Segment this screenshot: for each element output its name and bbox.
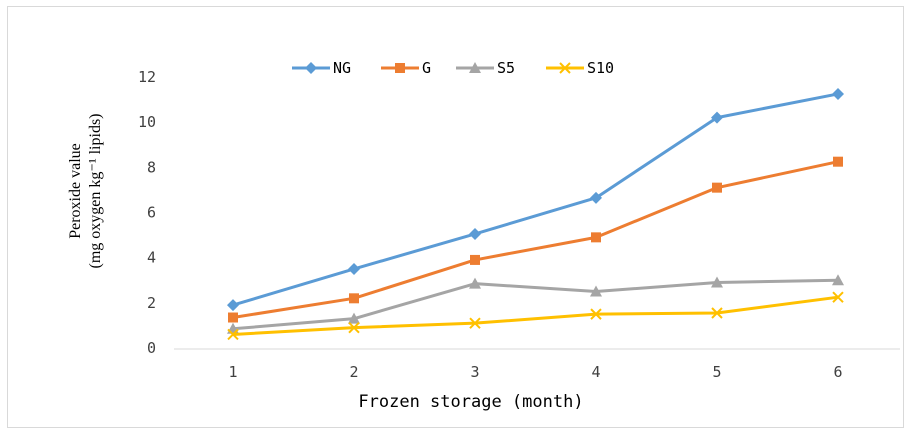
data-point: [349, 293, 359, 304]
legend-label: G: [422, 59, 431, 77]
data-point: [590, 285, 602, 297]
y-tick-label: 6: [147, 204, 156, 222]
x-tick-label: 5: [712, 363, 721, 381]
y-axis-ticks: 0 2 4 6 8 10 12: [138, 68, 156, 357]
data-point: [712, 182, 722, 193]
legend-item-ng: NG: [292, 59, 351, 77]
y-axis-title-line1: Peroxide value: [67, 143, 84, 239]
x-tick-label: 4: [591, 363, 600, 381]
legend: NG G S5 S10: [292, 59, 614, 77]
data-point: [470, 254, 480, 265]
y-axis-title: Peroxide value (mg oxygen kg⁻¹ lipids): [67, 113, 104, 268]
series-group: [227, 87, 844, 341]
y-tick-label: 10: [138, 113, 156, 131]
legend-item-g: G: [381, 59, 431, 77]
data-point: [591, 232, 601, 243]
legend-marker: [395, 63, 405, 73]
data-point: [348, 312, 360, 324]
legend-marker: [559, 62, 571, 74]
data-point: [832, 87, 844, 100]
data-point: [832, 291, 844, 303]
data-point: [227, 299, 239, 312]
y-tick-label: 0: [147, 339, 156, 357]
legend-label: NG: [333, 59, 351, 77]
data-point: [833, 156, 843, 167]
data-point: [348, 262, 360, 275]
data-point: [469, 277, 481, 289]
data-point: [228, 312, 238, 323]
series-line: [232, 92, 839, 307]
x-tick-label: 3: [470, 363, 479, 381]
data-point: [832, 274, 844, 286]
chart-area: [7, 6, 904, 428]
data-point: [711, 307, 723, 319]
data-point: [711, 276, 723, 288]
legend-marker: [469, 62, 481, 73]
y-tick-label: 12: [138, 68, 156, 86]
series-s10: [227, 291, 844, 341]
y-tick-label: 2: [147, 294, 156, 312]
data-point: [711, 111, 723, 124]
x-axis-ticks: 1 2 3 4 5 6: [228, 363, 842, 381]
x-axis-title: Frozen storage (month): [358, 392, 583, 412]
y-axis-title-line2: (mg oxygen kg⁻¹ lipids): [87, 113, 104, 268]
legend-marker: [305, 62, 317, 74]
data-point: [590, 191, 602, 204]
legend-label: S10: [587, 59, 614, 77]
series-line: [232, 278, 839, 331]
legend-item-s10: S10: [546, 59, 614, 77]
data-point: [469, 227, 481, 240]
data-point: [227, 328, 239, 341]
x-tick-label: 6: [833, 363, 842, 381]
data-point: [348, 321, 360, 334]
legend-label: S5: [497, 59, 515, 77]
series-g: [228, 156, 843, 323]
y-tick-label: 8: [147, 158, 156, 176]
y-tick-label: 4: [147, 249, 156, 267]
x-tick-label: 1: [228, 363, 237, 381]
series-ng: [227, 87, 844, 312]
x-tick-label: 2: [349, 363, 358, 381]
data-point: [469, 317, 481, 329]
data-point: [590, 308, 602, 320]
legend-item-s5: S5: [456, 59, 515, 77]
series-line: [232, 160, 839, 319]
series-line: [232, 295, 839, 336]
